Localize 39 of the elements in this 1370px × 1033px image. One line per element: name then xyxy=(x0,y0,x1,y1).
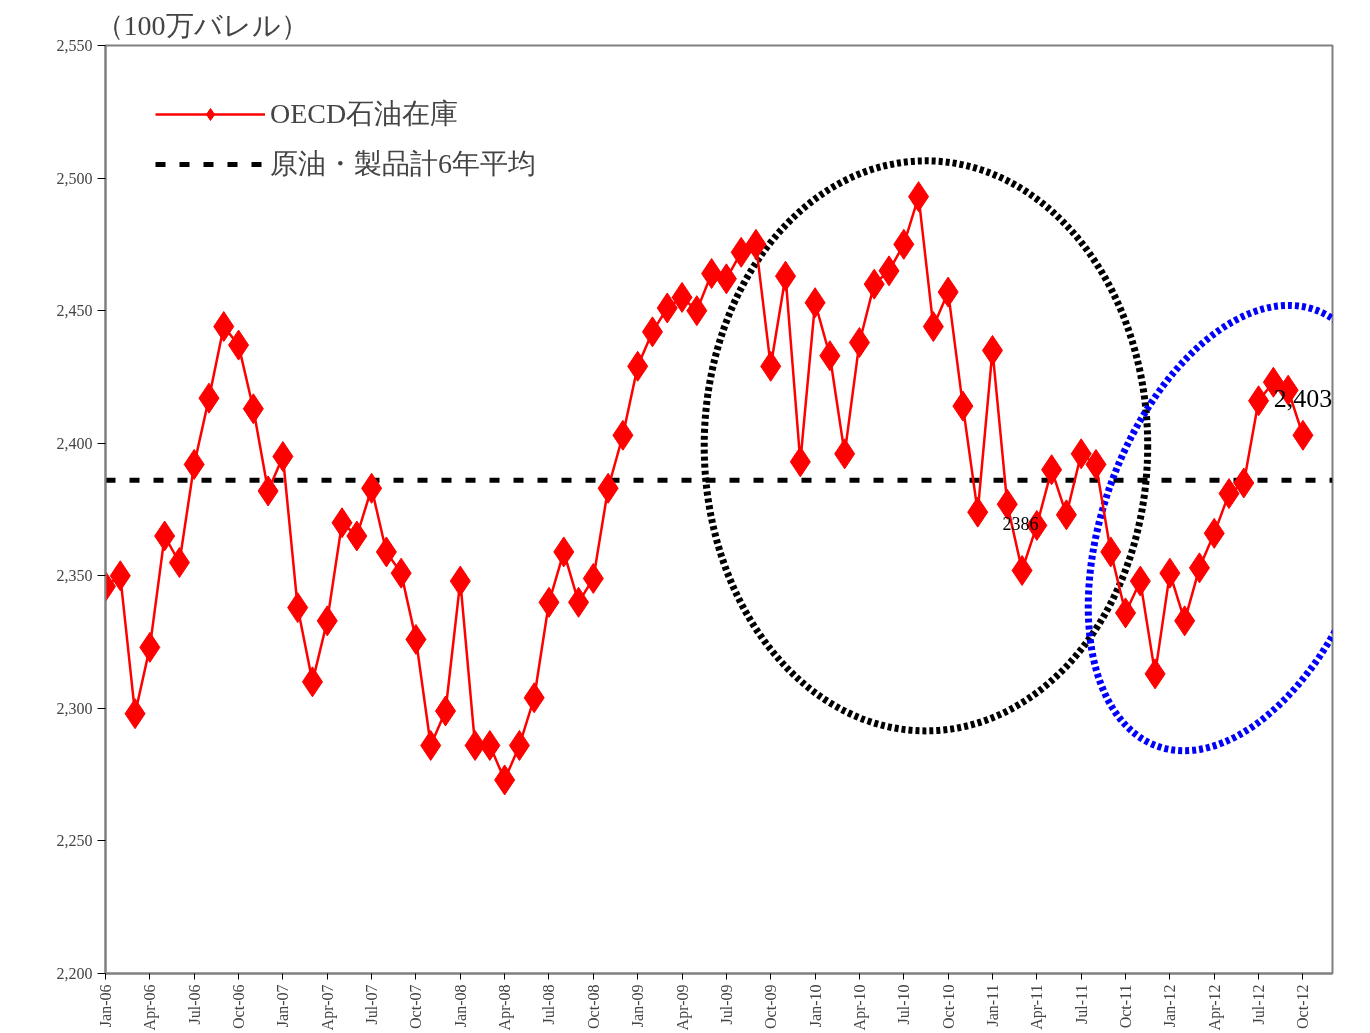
x-tick-label: Jul-11 xyxy=(1072,984,1090,1024)
x-tick-label: Oct-06 xyxy=(230,984,248,1029)
x-tick-label: Oct-07 xyxy=(407,984,425,1029)
x-tick-label: Apr-08 xyxy=(496,984,515,1031)
x-tick-label: Jan-07 xyxy=(274,984,292,1028)
x-tick-label: Oct-09 xyxy=(762,984,780,1029)
x-tick-label: Jul-12 xyxy=(1250,984,1268,1025)
x-tick-label: Apr-09 xyxy=(673,984,692,1031)
x-tick-label: Oct-12 xyxy=(1294,984,1312,1029)
x-tick-label: Jan-11 xyxy=(983,984,1001,1027)
y-tick-label: 2,250 xyxy=(56,832,93,850)
y-tick-label: 2,350 xyxy=(56,567,93,585)
x-tick-label: Jan-09 xyxy=(629,984,647,1028)
legend-label: 原油・製品計6年平均 xyxy=(270,147,536,181)
x-tick-label: Jan-08 xyxy=(451,984,469,1028)
y-tick-label: 2,400 xyxy=(56,434,93,452)
y-tick-label: 2,450 xyxy=(56,302,93,320)
y-tick-label: 2,300 xyxy=(56,699,93,717)
legend-label: OECD石油在庫 xyxy=(270,97,459,131)
x-tick-label: Apr-10 xyxy=(850,984,869,1031)
y-tick-label: 2,200 xyxy=(56,965,93,982)
x-tick-label: Jul-09 xyxy=(717,984,735,1025)
x-tick-label: Jan-10 xyxy=(806,984,824,1028)
y-tick-label: 2,550 xyxy=(56,37,93,54)
x-tick-label: Jul-07 xyxy=(363,984,381,1025)
x-tick-label: Apr-12 xyxy=(1205,984,1224,1031)
x-tick-label: Jul-10 xyxy=(895,984,913,1025)
y-tick-label: 2,500 xyxy=(56,169,93,187)
x-tick-label: Jul-06 xyxy=(185,984,203,1025)
x-tick-label: Apr-11 xyxy=(1028,984,1047,1030)
x-tick-label: Oct-10 xyxy=(939,984,957,1029)
y-axis-title: （100万バレル） xyxy=(95,9,309,41)
x-tick-label: Oct-11 xyxy=(1117,984,1135,1029)
x-tick-label: Oct-08 xyxy=(584,984,602,1029)
x-tick-label: Apr-06 xyxy=(141,984,160,1031)
x-tick-label: Jan-06 xyxy=(97,984,114,1028)
x-tick-label: Jul-08 xyxy=(540,984,558,1025)
x-tick-label: Jan-12 xyxy=(1161,984,1179,1028)
x-tick-label: Apr-07 xyxy=(318,984,337,1031)
